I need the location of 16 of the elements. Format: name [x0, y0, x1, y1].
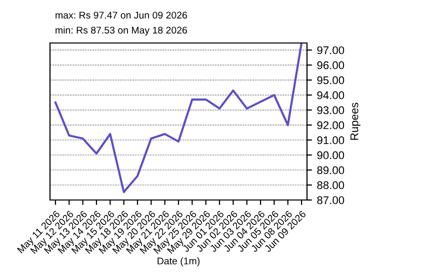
- y-tick-label: 89.00: [317, 166, 344, 174]
- line-series: [54, 43, 303, 194]
- x-axis-title: Date (1m): [158, 257, 200, 266]
- y-tick-label: 93.00: [317, 106, 344, 114]
- y-tick-label: 91.00: [317, 136, 344, 144]
- y-tick-label: 88.00: [317, 181, 344, 190]
- y-tick-label: 87.00: [317, 196, 344, 204]
- y-tick-label: 95.00: [317, 76, 344, 84]
- y-axis-title: Rupees: [350, 102, 360, 140]
- y-tick-label: 96.00: [317, 61, 344, 70]
- y-tick-label: 94.00: [317, 91, 344, 100]
- text: min: Rs 87.53 on May 18 2026: [56, 26, 187, 36]
- y-tick-label: 92.00: [317, 121, 344, 130]
- y-tick-label: 97.00: [317, 46, 344, 54]
- text: max: Rs 97.47 on Jun 09 2026: [56, 12, 187, 19]
- y-tick-label: 90.00: [317, 151, 344, 160]
